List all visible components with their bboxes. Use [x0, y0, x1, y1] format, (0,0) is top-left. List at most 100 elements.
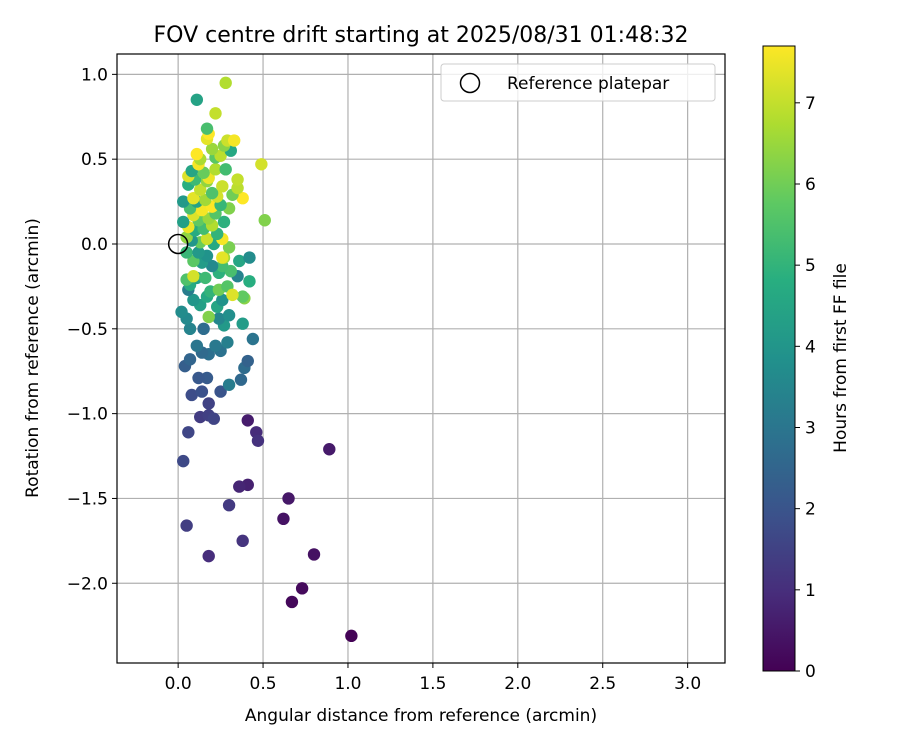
x-tick-label: 3.0 — [674, 674, 701, 694]
data-point — [216, 180, 229, 193]
data-point — [214, 149, 227, 162]
data-point — [255, 158, 268, 171]
data-point — [209, 163, 222, 176]
data-point — [241, 354, 254, 368]
x-axis-label: Angular distance from reference (arcmin) — [245, 706, 597, 726]
data-point — [227, 134, 241, 147]
data-point — [192, 371, 205, 385]
data-point — [212, 312, 226, 325]
y-tick-label: −1.0 — [67, 405, 108, 425]
x-tick-label: 1.5 — [419, 674, 446, 694]
data-point — [205, 142, 219, 156]
colorbar-tick-label: 1 — [805, 581, 816, 601]
data-point — [277, 512, 290, 526]
reference-marker — [167, 233, 189, 255]
data-point — [205, 186, 219, 200]
data-point — [200, 371, 214, 385]
data-point — [207, 412, 221, 425]
data-point — [216, 293, 229, 307]
y-tick-label: −2.0 — [67, 574, 108, 594]
data-point — [295, 582, 309, 595]
data-point — [222, 499, 236, 512]
data-point — [187, 270, 200, 283]
data-point — [345, 629, 358, 643]
data-point — [183, 353, 197, 366]
data-point — [231, 173, 244, 186]
data-point — [200, 122, 214, 135]
data-point — [285, 595, 299, 609]
colorbar-label: Hours from first FF file — [831, 263, 851, 453]
data-point — [205, 259, 219, 273]
data-point — [234, 373, 248, 386]
legend-box — [440, 63, 716, 102]
data-point — [180, 246, 193, 259]
data-point — [219, 163, 232, 176]
data-point — [236, 534, 249, 548]
legend-label-reference: Reference platepar — [507, 74, 669, 94]
data-points — [175, 76, 358, 643]
data-point — [192, 246, 205, 259]
data-point — [222, 241, 236, 254]
data-point — [214, 385, 227, 398]
data-point — [195, 385, 209, 398]
colorbar — [762, 45, 796, 672]
colorbar-tick-label: 4 — [805, 337, 816, 357]
colorbar-tick-label: 6 — [805, 175, 816, 195]
colorbar-tick-label: 0 — [805, 662, 816, 682]
data-point — [243, 275, 256, 288]
colorbar-tick-label: 2 — [805, 500, 816, 520]
y-tick-label: 0.0 — [81, 235, 108, 255]
data-point — [190, 93, 204, 107]
data-point — [243, 251, 256, 264]
data-point — [177, 195, 190, 208]
data-point — [236, 317, 249, 330]
data-point — [236, 191, 249, 205]
y-tick-label: 0.5 — [81, 150, 108, 170]
y-axis-label: Rotation from reference (arcmin) — [23, 218, 43, 498]
data-point — [187, 191, 200, 205]
data-point — [216, 251, 229, 264]
data-point — [246, 332, 260, 346]
colorbar-tick-label: 7 — [805, 94, 816, 114]
data-point — [197, 322, 210, 336]
data-point — [258, 214, 271, 227]
data-point — [241, 414, 254, 427]
data-point — [282, 492, 295, 505]
data-point — [187, 293, 200, 307]
data-point — [194, 183, 207, 196]
x-tick-label: 0.5 — [250, 674, 277, 694]
legend-marker-reference — [459, 72, 481, 94]
y-axis-ticks: −2.0 −1.5 −1.0 −0.5 0.0 0.5 1.0 — [67, 65, 117, 594]
y-tick-label: −0.5 — [67, 320, 108, 340]
x-axis-ticks: 0.0 0.5 1.0 1.5 2.0 2.5 3.0 — [165, 663, 701, 694]
data-point — [180, 231, 193, 244]
legend: Reference platepar — [440, 63, 716, 102]
data-point — [190, 147, 204, 161]
data-point — [233, 254, 246, 268]
data-point — [209, 107, 222, 120]
data-point — [209, 339, 222, 352]
x-tick-label: 0.0 — [165, 674, 192, 694]
reference-marker-group — [167, 233, 189, 255]
x-tick-label: 2.0 — [504, 674, 531, 694]
data-point — [177, 454, 190, 468]
data-point — [190, 339, 204, 352]
data-point — [307, 548, 321, 561]
data-point — [231, 181, 244, 195]
plot-frame — [116, 53, 726, 664]
data-point — [251, 434, 265, 447]
data-point — [236, 290, 249, 303]
chart-title: FOV centre drift starting at 2025/08/31 … — [154, 23, 689, 48]
data-point — [202, 397, 215, 410]
data-point — [180, 519, 193, 532]
y-tick-label: 1.0 — [81, 65, 108, 85]
x-tick-label: 1.0 — [334, 674, 361, 694]
data-point — [185, 388, 198, 402]
colorbar-ticks: 0 1 2 3 4 5 6 7 — [795, 94, 816, 682]
y-tick-label: −1.5 — [67, 489, 108, 509]
data-point — [323, 443, 336, 456]
data-point — [222, 309, 236, 322]
data-point — [202, 310, 215, 324]
data-point — [183, 322, 197, 336]
